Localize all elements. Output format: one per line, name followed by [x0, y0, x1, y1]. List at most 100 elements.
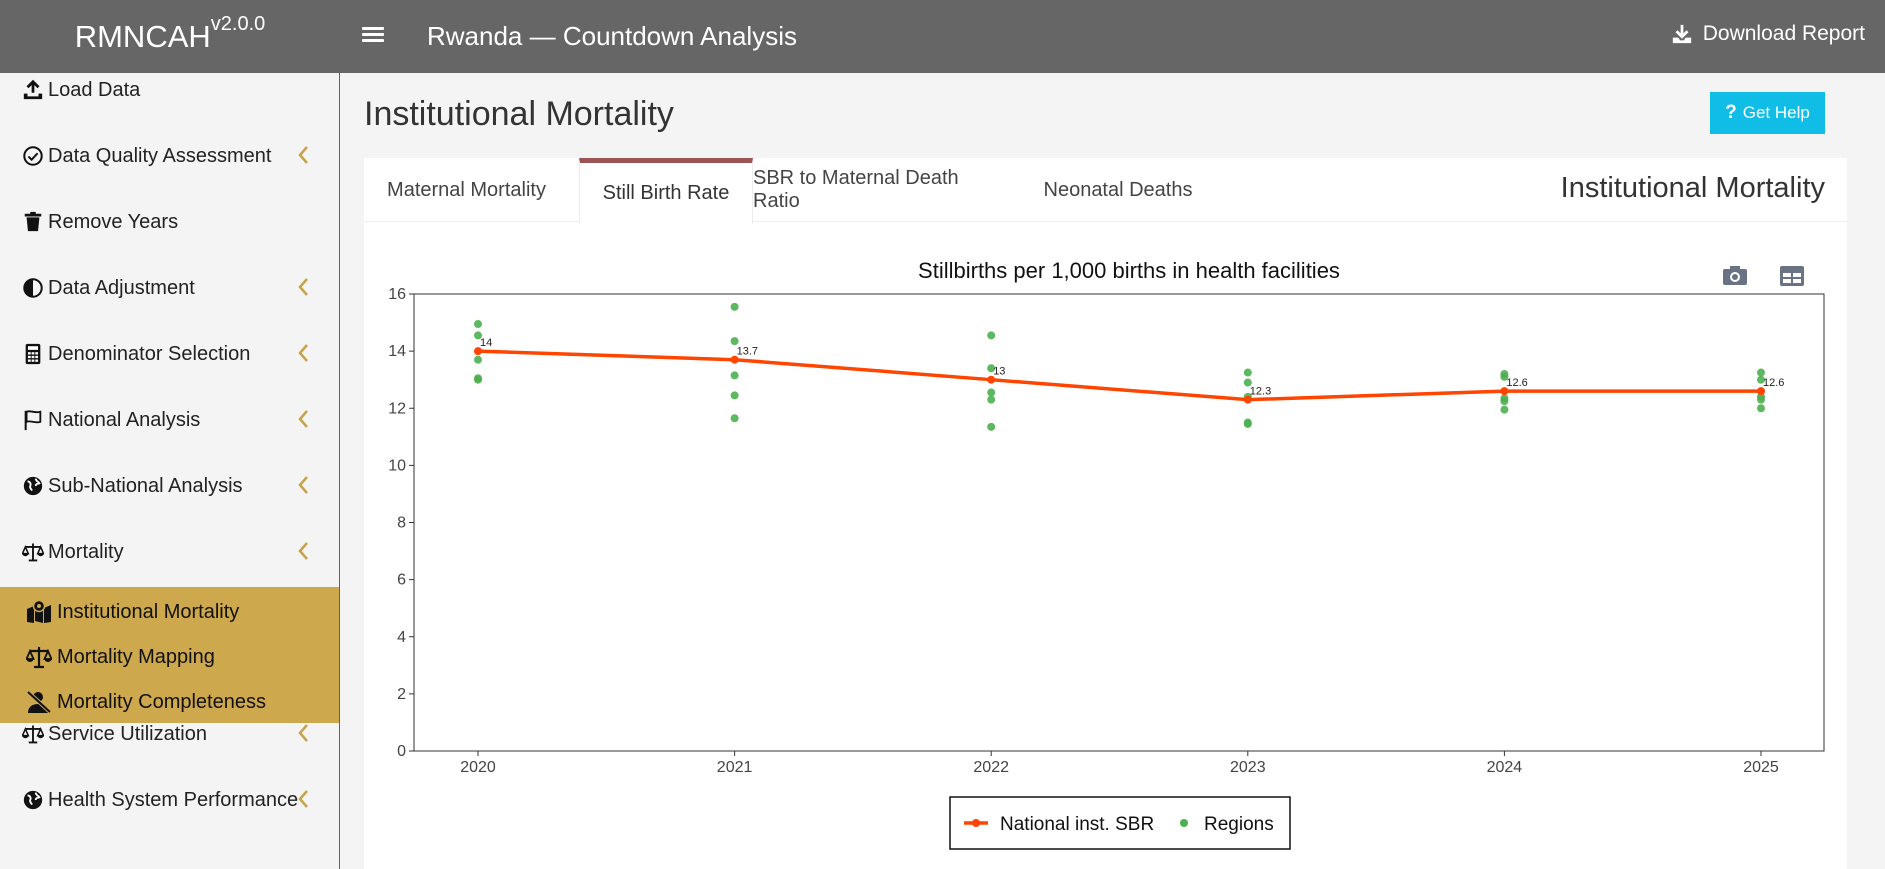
chevron-left-icon [296, 540, 310, 562]
tab-sbr-to-maternal-death-ratio[interactable]: SBR to Maternal Death Ratio [753, 167, 959, 212]
sidebar-item-label: Data Quality Assessment [48, 144, 272, 167]
submenu-item-label: Institutional Mortality [57, 600, 240, 623]
sidebar-item-label: Service Utilization [48, 722, 207, 745]
x-tick-label: 2025 [1743, 759, 1779, 776]
national-sbr-point[interactable] [730, 355, 739, 364]
region-point[interactable] [474, 319, 482, 328]
sidebar-item-label: National Analysis [48, 408, 201, 431]
tab-neonatal-deaths[interactable]: Neonatal Deaths [1043, 178, 1193, 201]
brand-name: RMNCAH [74, 18, 211, 54]
national-sbr-line [477, 349, 1761, 402]
sidebar-item-remove-years[interactable]: Remove Years [0, 202, 339, 242]
region-point[interactable] [1500, 405, 1509, 414]
legend-label-regions[interactable]: Regions [1204, 814, 1274, 835]
sidebar-item-load-data[interactable]: Load Data [0, 70, 339, 110]
camera-icon[interactable] [1723, 266, 1747, 285]
sidebar-item-service-utilization[interactable]: Service Utilization [0, 714, 339, 754]
sidebar-item-health-system-performance[interactable]: Health System Performance [0, 780, 339, 820]
adjust-icon [22, 277, 44, 299]
national-sbr-point[interactable] [987, 375, 996, 384]
sidebar-item-national-analysis[interactable]: National Analysis [0, 400, 339, 440]
flag-icon [22, 409, 44, 431]
x-tick-label: 2020 [460, 759, 496, 776]
x-tick-label: 2022 [973, 759, 1009, 776]
content-card: Maternal Mortality Still Birth Rate SBR to… [364, 158, 1847, 869]
region-point[interactable] [730, 371, 739, 380]
sidebar-toggle-icon[interactable] [362, 24, 384, 48]
sidebar-item-data-quality-assessment[interactable]: Data Quality Assessment [0, 136, 339, 176]
region-point[interactable] [1757, 404, 1765, 413]
trash-icon [22, 211, 44, 233]
region-point[interactable] [474, 355, 482, 364]
region-point[interactable] [987, 364, 996, 373]
national-sbr-point[interactable] [1757, 387, 1765, 396]
sidebar-item-label: Data Adjustment [48, 276, 195, 299]
tab-maternal-mortality[interactable]: Maternal Mortality [387, 178, 546, 201]
region-point[interactable] [1500, 372, 1509, 381]
region-point[interactable] [730, 337, 739, 346]
region-point[interactable] [1243, 419, 1252, 428]
scale-icon [26, 645, 52, 669]
sidebar-item-denominator-selection[interactable]: Denominator Selection [0, 334, 339, 374]
national-sbr-data-label: 14 [480, 337, 492, 349]
sidebar-item-label: Sub-National Analysis [48, 474, 243, 497]
sidebar-item-data-adjustment[interactable]: Data Adjustment [0, 268, 339, 308]
region-point[interactable] [1243, 368, 1252, 377]
region-point[interactable] [1243, 378, 1252, 387]
legend-line-marker [972, 819, 980, 827]
x-tick-label: 2024 [1487, 759, 1523, 776]
tab-still-birth-rate[interactable]: Still Birth Rate [579, 158, 753, 224]
submenu-item-institutional-mortality[interactable]: Institutional Mortality [0, 592, 339, 632]
chevron-left-icon [296, 342, 310, 364]
x-tick-label: 2023 [1230, 759, 1266, 776]
globe-icon [22, 475, 44, 497]
y-tick-label: 12 [388, 400, 406, 417]
region-point[interactable] [474, 331, 482, 340]
region-point[interactable] [987, 388, 996, 397]
region-point[interactable] [1500, 397, 1509, 406]
x-tick-label: 2021 [717, 759, 753, 776]
chevron-left-icon [296, 276, 310, 298]
sidebar-item-label: Load Data [48, 78, 141, 101]
table-icon[interactable] [1780, 266, 1804, 286]
y-tick-label: 16 [388, 286, 406, 303]
y-tick-label: 14 [388, 343, 406, 360]
globe-icon [22, 789, 44, 811]
national-sbr-point[interactable] [1243, 395, 1252, 404]
brand-version: v2.0.0 [210, 13, 266, 35]
get-help-button[interactable]: ? Get Help [1710, 92, 1825, 134]
chevron-left-icon [296, 722, 310, 744]
y-tick-label: 10 [388, 457, 406, 474]
submenu-item-mortality-completeness[interactable]: Mortality Completeness [0, 682, 339, 722]
plot-frame [413, 293, 1825, 752]
region-point[interactable] [987, 395, 996, 404]
scale-icon [22, 541, 44, 563]
y-tick-label: 6 [397, 572, 406, 589]
brand-logo[interactable]: RMNCAH v2.0.0 [0, 0, 340, 73]
chart-legend: National inst. SBR Regions [949, 796, 1291, 850]
region-point[interactable] [987, 422, 996, 431]
national-sbr-point[interactable] [1500, 387, 1509, 396]
y-tick-label: 2 [397, 686, 406, 703]
submenu-item-label: Mortality Completeness [57, 690, 266, 713]
legend-label-national[interactable]: National inst. SBR [1000, 814, 1154, 835]
top-header: RMNCAH v2.0.0 Rwanda — Countdown Analysis… [0, 0, 1885, 73]
tab-bar: Maternal Mortality Still Birth Rate SBR to… [364, 158, 1847, 224]
download-report-button[interactable]: Download Report [1671, 22, 1865, 46]
sidebar-item-mortality[interactable]: Mortality [0, 532, 339, 572]
region-point[interactable] [1757, 368, 1765, 377]
sidebar-item-label: Mortality [48, 540, 124, 563]
submenu-item-mortality-mapping[interactable]: Mortality Mapping [0, 637, 339, 677]
region-point[interactable] [474, 375, 482, 384]
y-tick-label: 0 [397, 743, 406, 760]
region-point[interactable] [730, 414, 739, 423]
national-sbr-point[interactable] [474, 347, 482, 356]
sidebar-item-sub-national-analysis[interactable]: Sub-National Analysis [0, 466, 339, 506]
question-icon: ? [1725, 102, 1737, 123]
region-point[interactable] [987, 331, 996, 340]
region-point[interactable] [1757, 395, 1765, 404]
national-sbr-data-label: 12.3 [1250, 386, 1271, 398]
region-point[interactable] [730, 302, 739, 311]
region-point[interactable] [730, 391, 739, 400]
region-point[interactable] [1757, 375, 1765, 384]
